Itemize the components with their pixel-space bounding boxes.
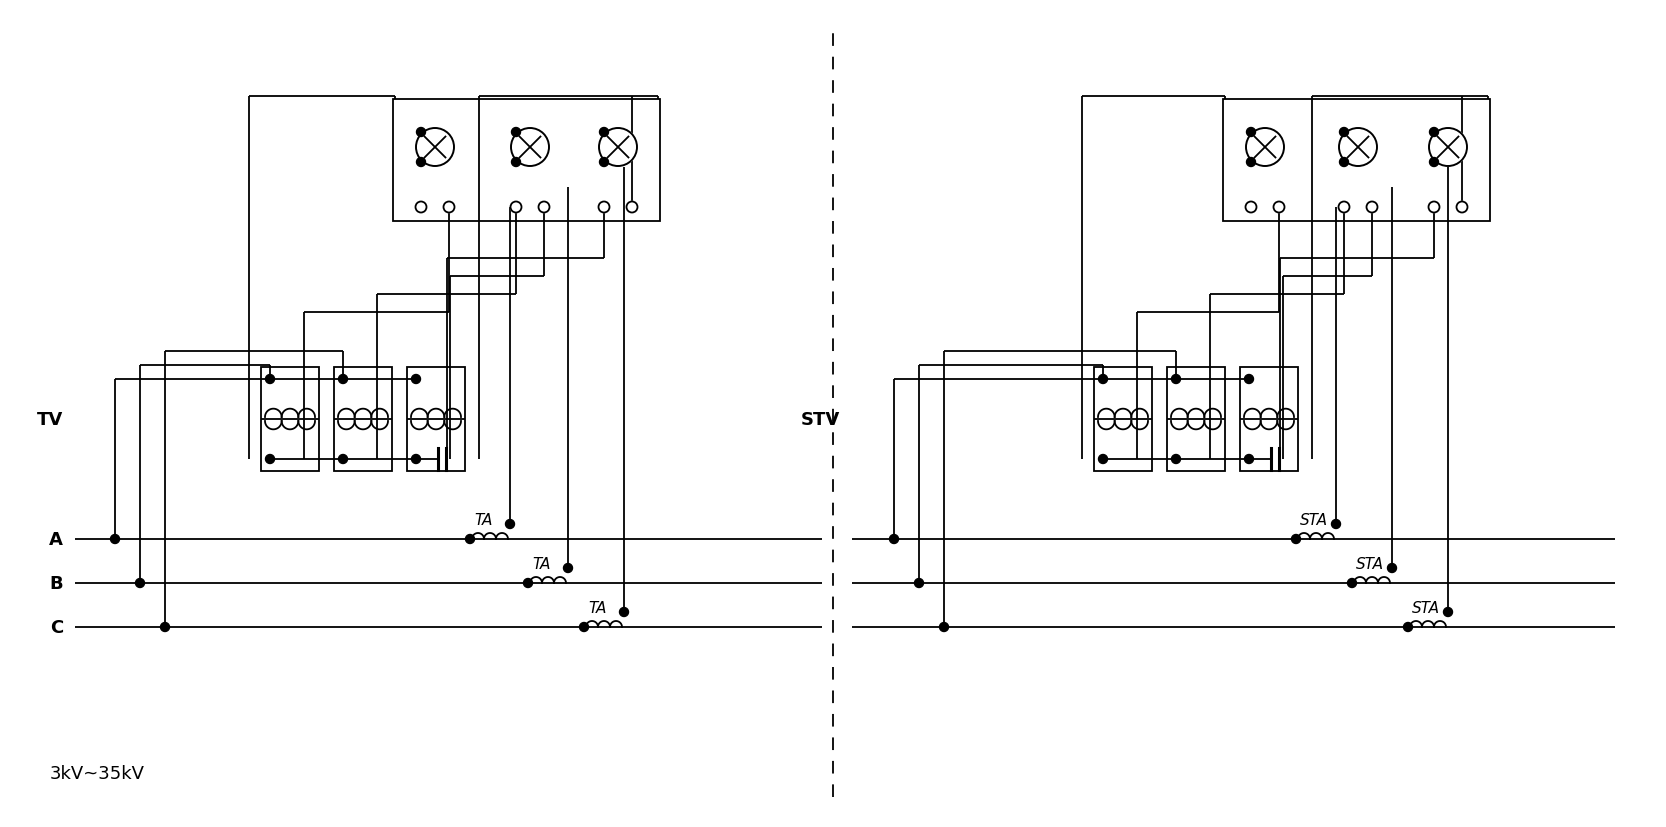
Circle shape <box>890 535 898 544</box>
Text: A: A <box>48 530 63 548</box>
Circle shape <box>338 455 348 464</box>
Circle shape <box>940 623 948 632</box>
Circle shape <box>600 128 608 137</box>
Text: TA: TA <box>475 513 493 528</box>
Circle shape <box>1245 455 1253 464</box>
Circle shape <box>416 128 425 137</box>
Bar <box>262 367 318 471</box>
Circle shape <box>416 129 455 167</box>
Text: STV: STV <box>801 410 840 428</box>
Circle shape <box>1246 128 1256 137</box>
Circle shape <box>1429 158 1438 167</box>
Circle shape <box>1331 520 1341 528</box>
Circle shape <box>1348 579 1356 588</box>
Circle shape <box>600 158 608 167</box>
Circle shape <box>465 535 475 544</box>
Circle shape <box>1388 564 1396 573</box>
Circle shape <box>1366 203 1378 213</box>
Circle shape <box>1291 535 1301 544</box>
Circle shape <box>265 455 275 464</box>
Circle shape <box>1403 623 1413 632</box>
Circle shape <box>1443 608 1453 617</box>
Circle shape <box>1339 158 1348 167</box>
Text: TA: TA <box>588 600 606 615</box>
Circle shape <box>620 608 628 617</box>
Bar <box>1223 100 1489 222</box>
Circle shape <box>1339 128 1348 137</box>
Circle shape <box>1338 203 1349 213</box>
Circle shape <box>1098 375 1108 384</box>
Bar <box>1240 367 1298 471</box>
Text: STA: STA <box>1413 600 1439 615</box>
Text: STA: STA <box>1356 557 1384 571</box>
Text: 3kV~35kV: 3kV~35kV <box>50 764 145 782</box>
Circle shape <box>598 203 610 213</box>
Circle shape <box>626 203 638 213</box>
Circle shape <box>511 158 520 167</box>
Circle shape <box>412 375 420 384</box>
Bar <box>333 367 392 471</box>
Circle shape <box>563 564 573 573</box>
Circle shape <box>538 203 550 213</box>
Text: B: B <box>50 574 63 592</box>
Circle shape <box>135 579 145 588</box>
Circle shape <box>510 203 521 213</box>
Circle shape <box>338 375 348 384</box>
Circle shape <box>523 579 533 588</box>
Circle shape <box>580 623 588 632</box>
Circle shape <box>416 158 425 167</box>
Circle shape <box>415 203 426 213</box>
Circle shape <box>511 128 520 137</box>
Bar <box>1095 367 1151 471</box>
Circle shape <box>1246 129 1284 167</box>
Text: TV: TV <box>37 410 63 428</box>
Circle shape <box>915 579 923 588</box>
Circle shape <box>265 375 275 384</box>
Circle shape <box>1428 203 1439 213</box>
Circle shape <box>443 203 455 213</box>
Circle shape <box>1245 375 1253 384</box>
Circle shape <box>1246 158 1256 167</box>
Circle shape <box>511 129 550 167</box>
Circle shape <box>1171 375 1181 384</box>
Circle shape <box>600 129 636 167</box>
Circle shape <box>110 535 120 544</box>
Text: C: C <box>50 619 63 636</box>
Bar <box>393 100 660 222</box>
Circle shape <box>1339 129 1378 167</box>
Circle shape <box>412 455 420 464</box>
Circle shape <box>1429 128 1438 137</box>
Circle shape <box>1171 455 1181 464</box>
Circle shape <box>1098 455 1108 464</box>
Circle shape <box>1456 203 1468 213</box>
Text: STA: STA <box>1299 513 1328 528</box>
Circle shape <box>1246 203 1256 213</box>
Circle shape <box>160 623 170 632</box>
Text: TA: TA <box>531 557 550 571</box>
Circle shape <box>1429 129 1468 167</box>
Bar <box>407 367 465 471</box>
Circle shape <box>505 520 515 528</box>
Bar <box>1166 367 1225 471</box>
Circle shape <box>1273 203 1284 213</box>
